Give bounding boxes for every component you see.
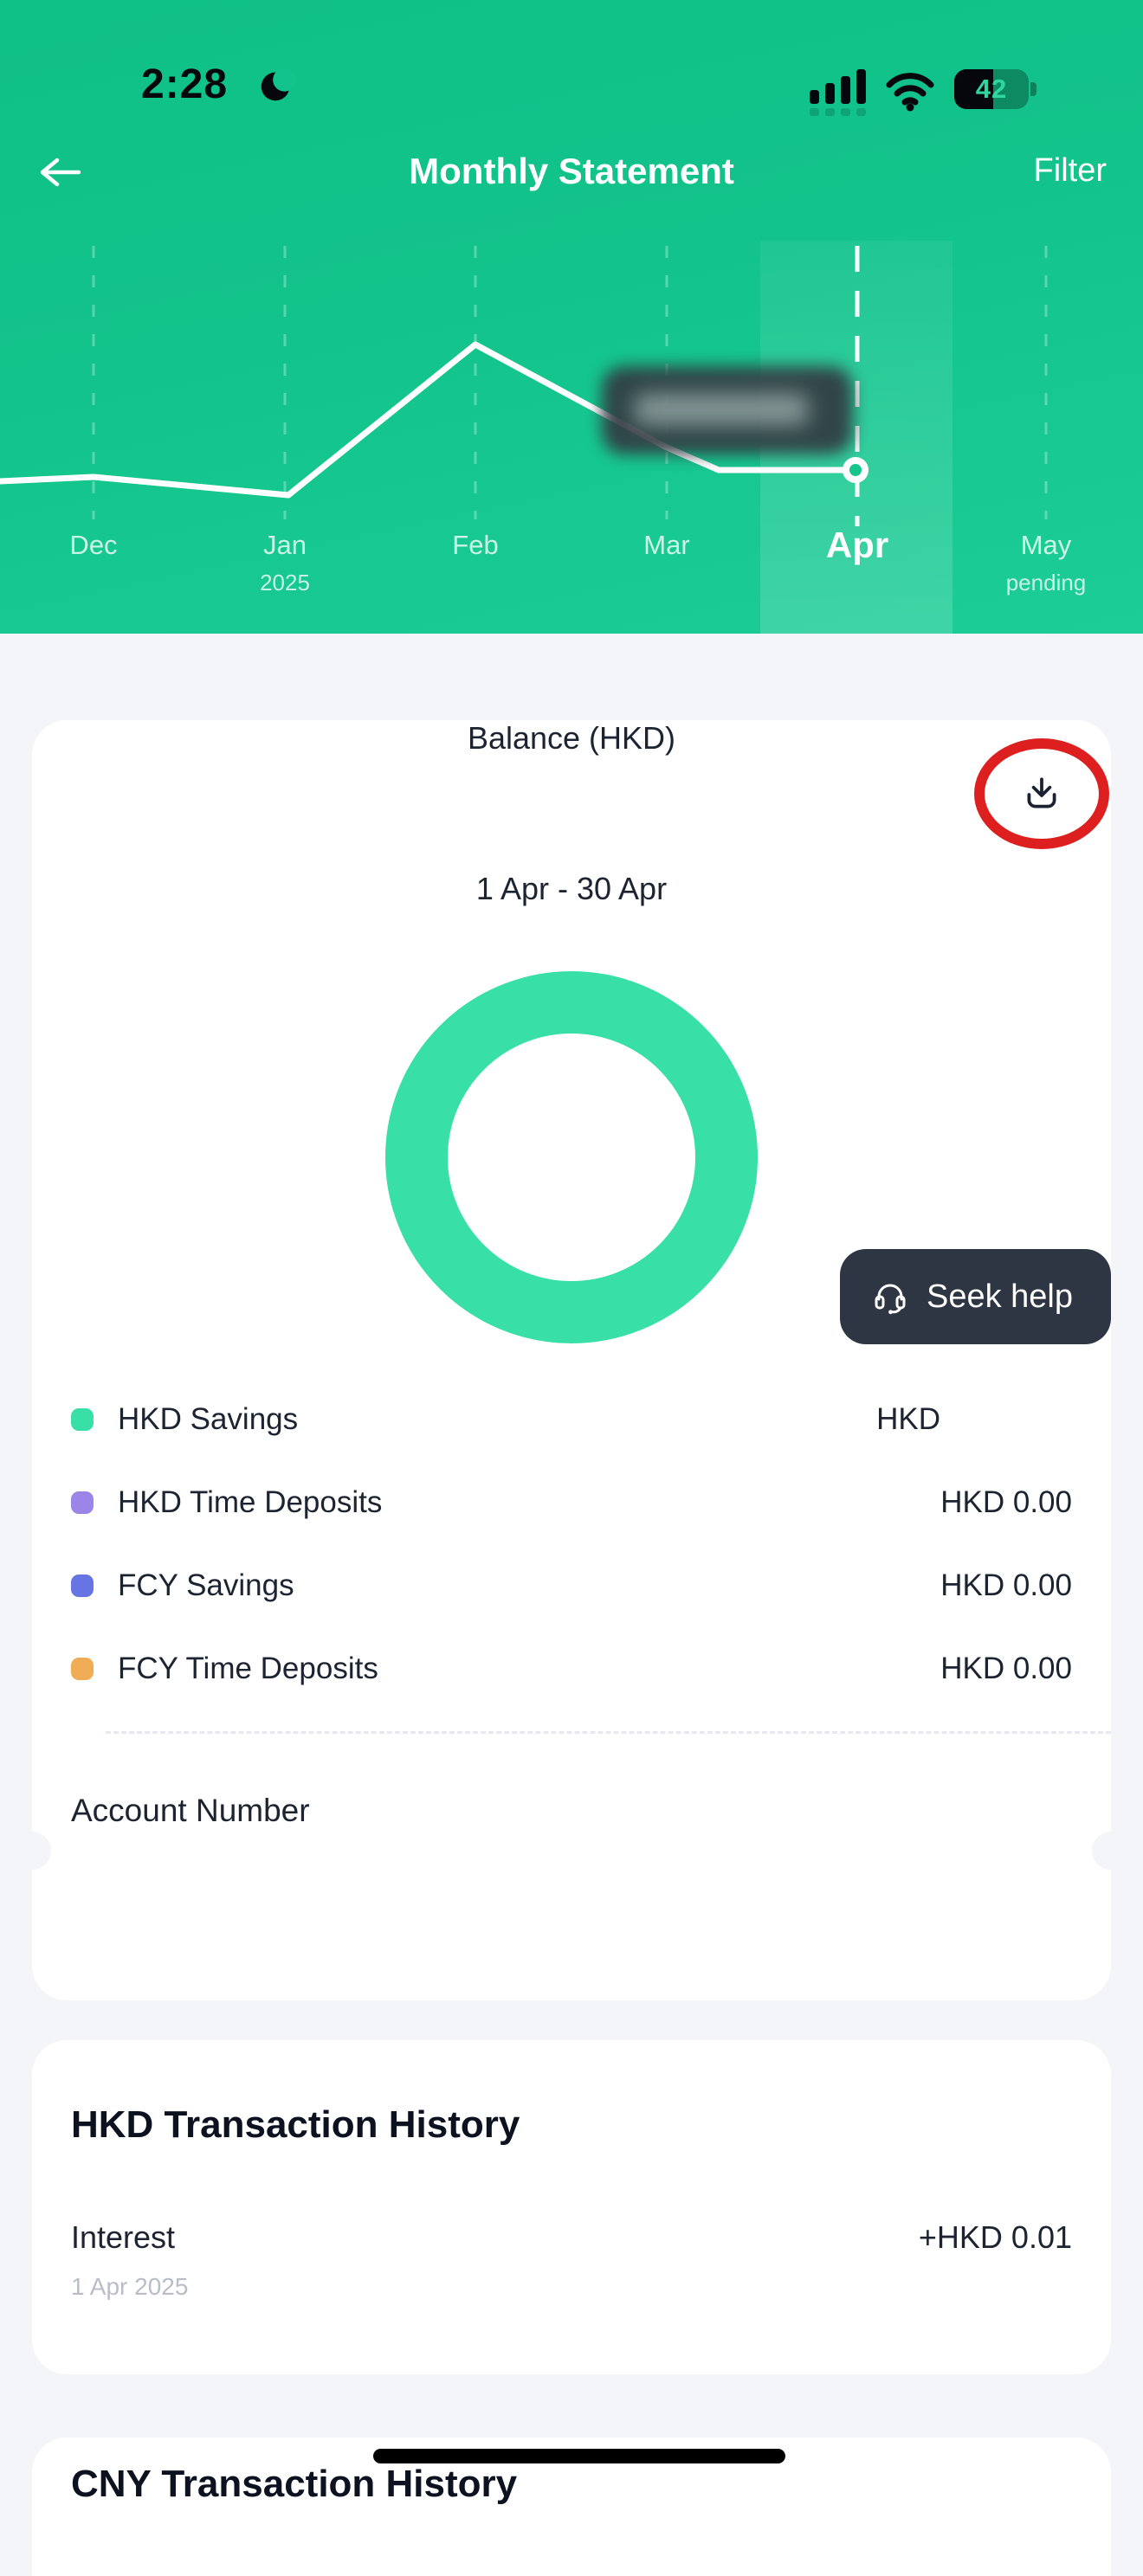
month-label-dec[interactable]: Dec <box>69 530 118 560</box>
battery-percent: 42 <box>975 74 1008 104</box>
status-bar: 2:28 <box>0 0 1143 130</box>
legend-row-hkd-savings: HKD Savings HKD <box>71 1399 1072 1440</box>
month-sub-label: pending <box>1005 570 1087 596</box>
annotation-red-circle <box>974 738 1109 849</box>
balance-title: Balance (HKD) <box>467 720 676 756</box>
nav-bar: Monthly Statement Filter <box>0 130 1143 213</box>
chart-end-marker <box>843 457 869 483</box>
month-label-feb[interactable]: Feb <box>452 530 499 560</box>
dashed-divider <box>106 1731 1111 1734</box>
legend-dot-green <box>71 1408 94 1431</box>
legend-dot-blue <box>71 1575 94 1597</box>
battery-icon: 42 <box>954 69 1036 109</box>
month-label-mar[interactable]: Mar <box>643 530 690 560</box>
month-label-may[interactable]: May pending <box>1005 530 1087 596</box>
legend-row-fcy-time-deposits: FCY Time Deposits HKD 0.00 <box>71 1648 1072 1690</box>
cellular-signal-icon <box>810 69 866 116</box>
month-sub-label: 2025 <box>260 570 310 596</box>
legend-dot-orange <box>71 1658 94 1680</box>
back-button[interactable] <box>33 151 87 198</box>
legend-value: HKD 0.00 <box>940 1568 1072 1602</box>
month-label-apr[interactable]: Apr <box>825 525 889 565</box>
balance-donut-chart <box>385 971 758 1343</box>
statement-period: 1 Apr - 30 Apr <box>475 871 668 906</box>
legend-row-fcy-savings: FCY Savings HKD 0.00 <box>71 1565 1072 1607</box>
header-hero: 2:28 <box>0 0 1143 634</box>
legend-value: HKD 0.00 <box>940 1485 1072 1519</box>
transaction-name: Interest <box>71 2219 176 2255</box>
seek-help-button[interactable]: Seek help <box>839 1249 1111 1344</box>
chart-tooltip-redacted <box>602 366 853 454</box>
clock-time: 2:28 <box>141 61 229 107</box>
hkd-history-title: HKD Transaction History <box>71 2103 520 2146</box>
cny-history-title: CNY Transaction History <box>71 2463 518 2505</box>
balance-card: Balance (HKD) 1 Apr - 30 Apr Seek help H… <box>13 720 1130 2000</box>
legend-dot-purple <box>71 1491 94 1514</box>
page-title: Monthly Statement <box>409 151 734 191</box>
account-number-label: Account Number <box>71 1793 310 1828</box>
month-label-jan[interactable]: Jan 2025 <box>260 530 310 596</box>
ticket-notch-right <box>1092 1832 1130 1870</box>
home-indicator[interactable] <box>373 2449 785 2463</box>
transaction-row[interactable]: Interest +HKD 0.01 <box>71 2219 1072 2256</box>
moon-icon <box>256 66 296 110</box>
month-labels: Dec Jan 2025 Feb Mar Apr May pending <box>0 525 1143 625</box>
filter-button[interactable]: Filter <box>1033 152 1107 189</box>
legend-value: HKD 0.00 <box>940 1652 1072 1685</box>
download-icon <box>1027 777 1056 808</box>
transaction-date: 1 Apr 2025 <box>71 2273 189 2300</box>
transaction-amount: +HKD 0.01 <box>918 2219 1072 2255</box>
wifi-icon <box>883 69 937 117</box>
seek-help-label: Seek help <box>926 1278 1073 1315</box>
ticket-notch-left <box>13 1832 51 1870</box>
legend-row-hkd-time-deposits: HKD Time Deposits HKD 0.00 <box>71 1482 1072 1523</box>
legend-value: HKD <box>876 1402 940 1436</box>
hkd-history-card: HKD Transaction History Interest +HKD 0.… <box>32 2040 1111 2374</box>
download-statement-button[interactable] <box>1021 773 1062 815</box>
balance-legend: HKD Savings HKD HKD Time Deposits HKD 0.… <box>71 1399 1072 1690</box>
headset-icon <box>875 1284 906 1315</box>
